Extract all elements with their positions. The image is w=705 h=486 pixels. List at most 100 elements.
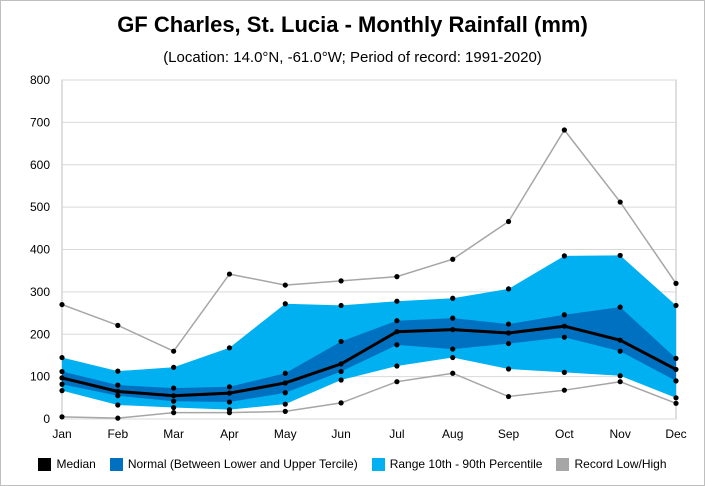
- y-tick-label: 100: [30, 370, 50, 384]
- record-high-point: [282, 282, 288, 288]
- legend-label-range: Range 10th - 90th Percentile: [389, 457, 543, 471]
- p10-point: [115, 402, 121, 408]
- p10-point: [673, 395, 679, 401]
- lower-tercile-point: [673, 378, 679, 384]
- upper-tercile-point: [617, 304, 623, 310]
- p10-point: [338, 377, 344, 383]
- lower-tercile-point: [282, 390, 288, 396]
- chart-subtitle: (Location: 14.0°N, -61.0°W; Period of re…: [163, 49, 542, 66]
- y-tick-label: 700: [30, 115, 50, 129]
- x-tick-label: Apr: [220, 427, 239, 441]
- median-point: [59, 375, 65, 381]
- p90-point: [617, 252, 623, 259]
- p10-point: [450, 354, 456, 361]
- record-high-point: [617, 199, 623, 205]
- lower-tercile-point: [617, 348, 623, 354]
- p10-point: [561, 369, 567, 375]
- record-low-point: [505, 393, 512, 400]
- median-point: [617, 337, 623, 343]
- p90-point: [59, 354, 65, 361]
- p90-point: [561, 253, 567, 259]
- x-tick-label: Jun: [331, 427, 350, 441]
- p10-point: [226, 407, 233, 413]
- median-point: [505, 330, 512, 336]
- legend-item-record: Record Low/High: [556, 457, 667, 471]
- y-tick-label: 600: [30, 158, 50, 172]
- chart-legend: Median Normal (Between Lower and Upper T…: [0, 457, 705, 471]
- record-low-point: [59, 414, 65, 420]
- p10-point: [394, 363, 400, 369]
- upper-tercile-point: [226, 384, 233, 390]
- lower-tercile-point: [171, 398, 177, 404]
- p10-point: [617, 373, 623, 379]
- legend-label-record: Record Low/High: [574, 457, 667, 471]
- x-tick-label: Jul: [389, 427, 404, 441]
- lower-tercile-point: [226, 399, 233, 405]
- record-high-point: [505, 218, 512, 225]
- record-high-point: [115, 322, 121, 328]
- p90-point: [338, 302, 344, 309]
- x-tick-label: Nov: [610, 427, 631, 441]
- x-tick-label: Aug: [442, 427, 463, 441]
- upper-tercile-point: [171, 385, 177, 391]
- upper-tercile-point: [338, 338, 344, 345]
- upper-tercile-point: [282, 370, 288, 376]
- record-high-point: [59, 301, 65, 308]
- upper-tercile-point: [505, 321, 512, 327]
- x-tick-label: Feb: [107, 427, 128, 441]
- median-point: [226, 390, 233, 396]
- p90-point: [171, 364, 177, 370]
- p10-point: [171, 404, 177, 411]
- record-low-point: [561, 387, 567, 393]
- record-high-point: [673, 280, 679, 286]
- legend-label-normal: Normal (Between Lower and Upper Tercile): [127, 457, 358, 471]
- lower-tercile-point: [115, 393, 121, 399]
- p90-point: [226, 345, 233, 351]
- y-tick-label: 800: [30, 73, 50, 87]
- upper-tercile-point: [394, 318, 400, 324]
- upper-tercile-point: [450, 315, 456, 321]
- legend-item-median: Median: [38, 457, 96, 471]
- legend-item-normal: Normal (Between Lower and Upper Tercile): [109, 457, 358, 471]
- median-point: [561, 323, 567, 329]
- p10-point: [505, 366, 512, 372]
- median-point: [171, 393, 177, 399]
- upper-tercile-point: [59, 368, 65, 375]
- record-low-point: [115, 415, 121, 421]
- lower-tercile-point: [394, 342, 400, 348]
- record-high-point: [226, 271, 233, 277]
- median-point: [115, 388, 121, 395]
- upper-tercile-point: [673, 355, 679, 362]
- record-low-point: [282, 408, 288, 414]
- x-tick-label: May: [274, 427, 297, 441]
- median-point: [282, 380, 288, 386]
- chart-title: GF Charles, St. Lucia - Monthly Rainfall…: [117, 12, 588, 37]
- record-high-line: [61, 128, 677, 353]
- y-tick-label: 300: [30, 285, 50, 299]
- legend-label-median: Median: [56, 457, 96, 471]
- lower-tercile-point: [59, 381, 65, 387]
- upper-tercile-point: [561, 312, 567, 318]
- upper-tercile-point: [115, 382, 121, 388]
- median-point: [394, 329, 400, 335]
- lower-tercile-point: [561, 334, 567, 340]
- median-point: [673, 366, 679, 373]
- y-tick-label: 400: [30, 243, 50, 257]
- legend-swatch-range: [371, 457, 385, 471]
- x-tick-label: Dec: [665, 427, 686, 441]
- record-low-point: [338, 400, 344, 406]
- lower-tercile-point: [505, 340, 512, 347]
- y-tick-label: 0: [43, 412, 50, 426]
- record-high-point: [394, 274, 400, 280]
- y-tick-label: 500: [30, 200, 50, 214]
- record-high-point: [450, 256, 456, 262]
- p90-point: [450, 295, 456, 301]
- x-tick-label: Jan: [52, 427, 71, 441]
- record-high-point: [561, 127, 567, 133]
- record-high-point: [171, 348, 177, 354]
- record-low-point: [673, 400, 679, 406]
- record-low-point: [450, 370, 456, 376]
- record-low-point: [394, 379, 400, 385]
- p90-point: [115, 368, 121, 374]
